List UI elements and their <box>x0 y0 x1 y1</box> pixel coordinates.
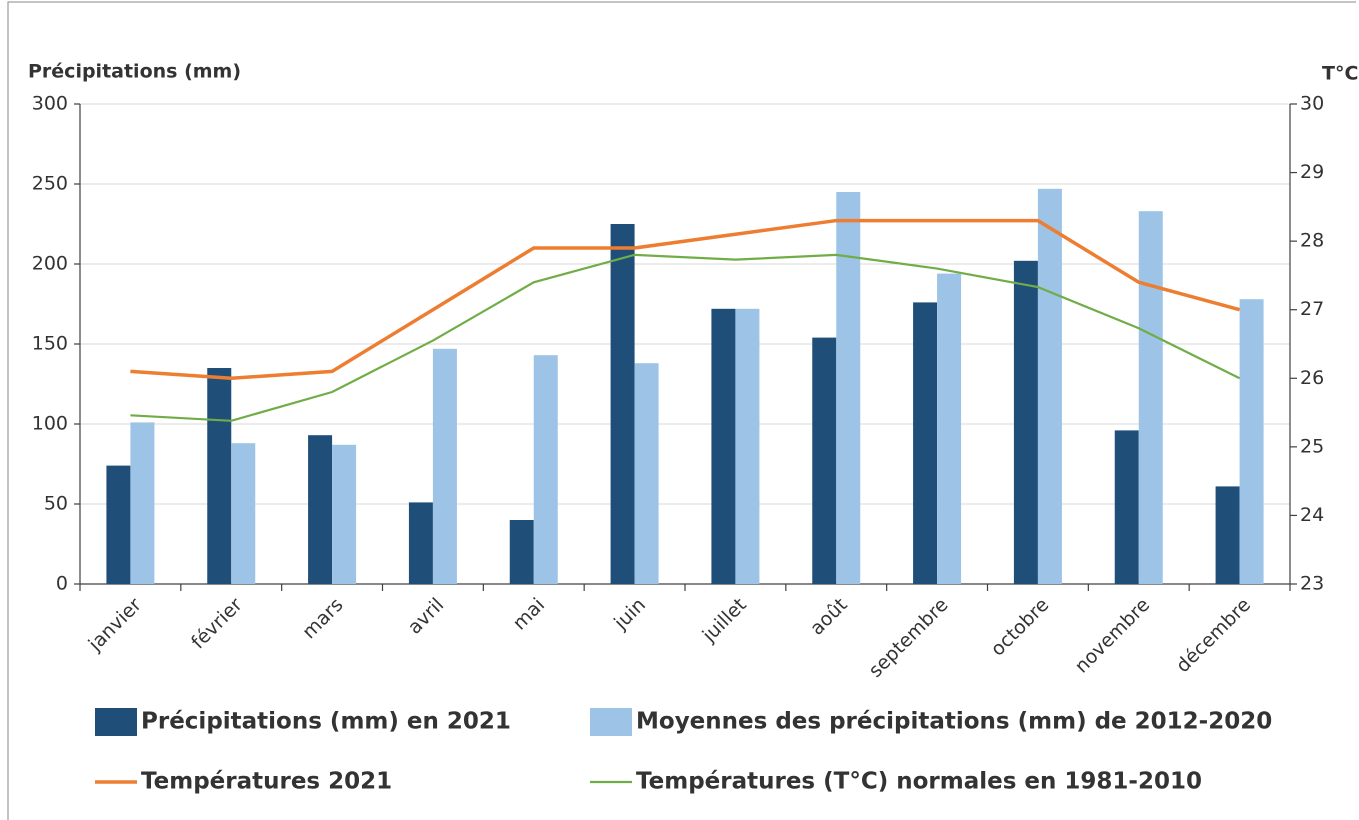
bar <box>634 363 659 584</box>
y-axis-label: Précipitations (mm) <box>28 61 241 83</box>
y-tick-label: 150 <box>32 333 68 355</box>
bar <box>1013 260 1038 584</box>
y2-tick-label: 25 <box>1300 435 1324 457</box>
x-tick-label: décembre <box>1172 594 1255 677</box>
x-tick-label: mars <box>298 594 347 643</box>
bar <box>332 444 357 584</box>
legend-swatch <box>590 708 632 736</box>
bar <box>836 192 861 584</box>
x-tick-label: juillet <box>698 594 751 647</box>
legend-swatch <box>95 708 137 736</box>
y-tick-label: 0 <box>56 573 68 595</box>
x-tick-label: février <box>187 594 247 654</box>
y2-tick-label: 24 <box>1300 504 1324 526</box>
y-tick-label: 100 <box>32 413 68 435</box>
x-tick-label: août <box>806 594 852 640</box>
y2-tick-label: 26 <box>1300 367 1324 389</box>
legend-label: Températures (T°C) normales en 1981-2010 <box>636 769 1202 795</box>
y-tick-label: 250 <box>32 173 68 195</box>
legend-label: Températures 2021 <box>141 769 392 795</box>
bar <box>812 337 837 584</box>
bar <box>308 435 333 584</box>
bar <box>1114 430 1139 584</box>
x-tick-label: mai <box>509 594 550 635</box>
bar <box>1239 299 1264 584</box>
legend-label: Précipitations (mm) en 2021 <box>141 709 511 735</box>
bar <box>130 422 155 584</box>
y2-tick-label: 27 <box>1300 298 1324 320</box>
bar <box>1138 211 1163 584</box>
bar <box>408 502 433 584</box>
frame <box>7 1 1356 820</box>
bar <box>533 355 558 584</box>
bar <box>735 308 760 584</box>
bar <box>1215 486 1240 584</box>
bar <box>207 368 232 584</box>
line <box>130 218 1241 381</box>
line <box>130 253 1241 422</box>
x-tick-label: septembre <box>865 594 953 682</box>
y2-tick-label: 30 <box>1300 93 1324 115</box>
bar <box>106 465 131 584</box>
bar <box>610 224 635 584</box>
bar <box>432 348 457 584</box>
y2-tick-label: 23 <box>1300 573 1324 595</box>
bar <box>711 308 736 584</box>
x-tick-label: janvier <box>84 594 146 656</box>
bar <box>231 443 256 584</box>
bar <box>913 302 938 584</box>
y-tick-label: 50 <box>44 493 68 515</box>
y2-tick-label: 29 <box>1300 161 1324 183</box>
bar <box>1037 188 1062 585</box>
bar <box>509 520 534 584</box>
y-tick-label: 300 <box>32 93 68 115</box>
bar <box>937 273 962 584</box>
x-tick-label: novembre <box>1071 594 1155 678</box>
x-tick-label: juin <box>609 594 650 635</box>
x-tick-label: avril <box>404 594 449 639</box>
y2-axis-label: T°C <box>1322 63 1358 85</box>
legend-label: Moyennes des précipitations (mm) de 2012… <box>636 709 1272 735</box>
y-tick-label: 200 <box>32 253 68 275</box>
y2-tick-label: 28 <box>1300 230 1324 252</box>
x-tick-label: octobre <box>987 594 1054 661</box>
